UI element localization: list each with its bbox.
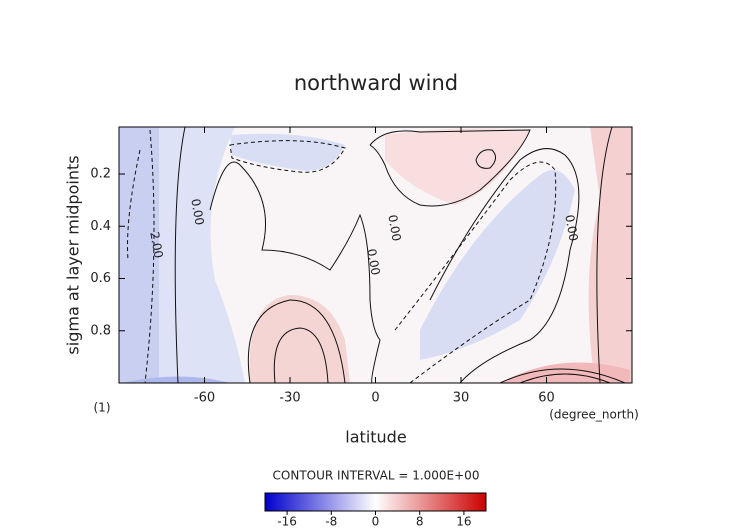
x-axis-label: latitude [345,428,406,447]
colorbar-tick-label: -8 [325,515,337,529]
y-tick-label: 0.2 [90,167,111,182]
contour-label: 0.00 [385,214,403,243]
x-unit: (degree_north) [549,408,639,422]
contour-label: 2.00 [147,231,165,260]
x-tick-label: 60 [538,391,555,406]
contour-interval: CONTOUR INTERVAL = 1.000E+00 [273,469,480,483]
contours [127,126,626,384]
colorbar [264,492,487,512]
y-unit: (1) [94,401,111,415]
colorbar-tick-label: 8 [416,515,424,529]
y-tick-label: 0.6 [90,271,111,286]
colorbar-tick-label: -16 [277,515,297,529]
field [119,127,632,383]
contour-label: 0.00 [188,198,206,227]
y-tick-label: 0.4 [90,219,111,234]
chart-title: northward wind [294,71,458,95]
x-tick-label: -30 [279,391,300,406]
x-tick-label: -60 [194,391,215,406]
y-axis-label: sigma at layer midpoints [64,155,83,354]
contour-label: 0.00 [562,214,580,243]
colorbar-tick-label: 16 [456,515,471,529]
x-tick-label: 30 [453,391,470,406]
colorbar-tick-label: 0 [372,515,380,529]
contour-label: 0.00 [364,248,382,277]
x-tick-label: 0 [371,391,379,406]
y-tick-label: 0.8 [90,323,111,338]
